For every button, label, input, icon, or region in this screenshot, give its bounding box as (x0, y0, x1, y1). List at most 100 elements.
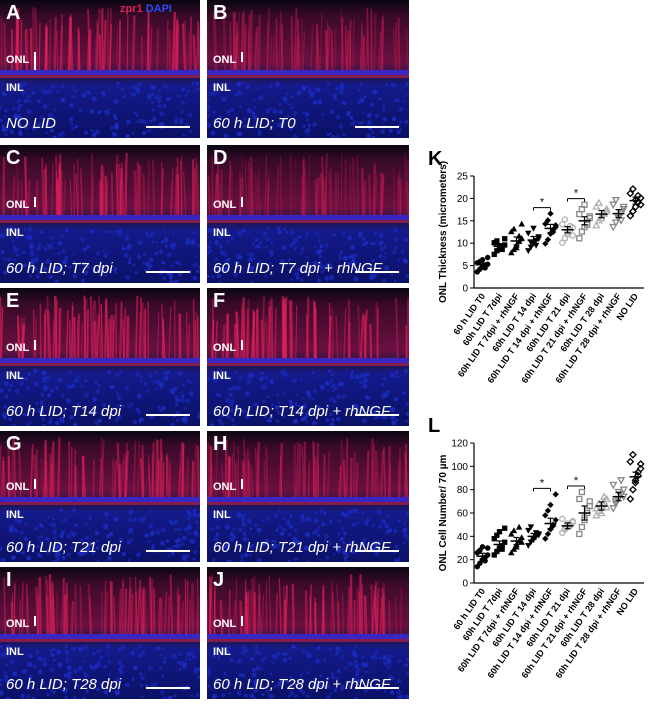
nucleus-dot (104, 110, 107, 113)
nucleus-dot (237, 659, 242, 664)
nucleus-dot (254, 107, 257, 110)
nucleus-dot (154, 252, 158, 256)
panel-caption: 60 h LID; T0 (213, 115, 296, 132)
nucleus-dot (292, 378, 297, 383)
scale-bar (355, 414, 399, 416)
nucleus-dot (162, 647, 165, 650)
nucleus-dot (99, 656, 103, 660)
nucleus-dot (312, 421, 317, 426)
nucleus-dot (396, 375, 399, 378)
photoreceptor-strand (250, 590, 251, 634)
nucleus-dot (160, 541, 165, 546)
nucleus-dot (371, 656, 375, 660)
nucleus-dot (325, 381, 330, 386)
nucleus-dot (354, 660, 357, 663)
photoreceptor-strand (292, 16, 293, 70)
nucleus-dot (300, 377, 303, 380)
nucleus-dot (296, 91, 301, 96)
nucleus-dot (228, 388, 232, 392)
photoreceptor-strand (198, 446, 199, 497)
nucleus-dot (264, 246, 267, 249)
nucleus-dot (62, 249, 66, 253)
significance-star: * (574, 475, 579, 487)
nucleus-dot (380, 247, 385, 252)
onl-thickness-bar (34, 616, 36, 626)
nucleus-dot (220, 246, 223, 249)
nucleus-dot (103, 253, 108, 258)
nucleus-dot (360, 83, 364, 87)
photoreceptor-strand (42, 158, 43, 215)
nucleus-dot (324, 534, 329, 539)
nucleus-dot (121, 246, 125, 250)
nucleus-dot (117, 396, 121, 400)
panel-letter: F (213, 290, 225, 313)
nucleus-dot (11, 239, 14, 242)
nucleus-dot (250, 373, 255, 378)
panel-letter: H (213, 433, 227, 456)
inl-label: INL (213, 227, 231, 239)
nucleus-dot (372, 131, 375, 134)
nucleus-dot (182, 536, 187, 541)
photoreceptor-strand (40, 577, 41, 634)
nucleus-dot (137, 411, 141, 415)
nucleus-dot (283, 391, 286, 394)
nucleus-dot (285, 658, 287, 660)
nucleus-dot (336, 86, 340, 90)
nucleus-dot (156, 530, 161, 535)
nucleus-dot (90, 109, 95, 114)
nucleus-dot (130, 402, 134, 406)
data-point (577, 236, 582, 241)
nucleus-dot (358, 121, 361, 124)
nucleus-dot (148, 666, 153, 671)
nucleus-dot (237, 230, 242, 235)
data-point (531, 226, 537, 232)
y-tick-label: 25 (457, 172, 469, 183)
nucleus-dot (67, 660, 70, 663)
nucleus-dot (125, 683, 130, 688)
nucleus-dot (250, 657, 254, 661)
nucleus-dot (290, 230, 295, 235)
photoreceptor-strand (194, 35, 195, 70)
nucleus-dot (175, 261, 179, 265)
photoreceptor-strand (259, 15, 260, 70)
data-point (596, 200, 602, 206)
nucleus-dot (350, 116, 354, 120)
nucleus-dot (78, 666, 82, 670)
photoreceptor-strand (296, 37, 297, 70)
data-point (480, 257, 485, 262)
nucleus-dot (337, 532, 341, 536)
nucleus-dot (379, 511, 382, 514)
nucleus-dot (175, 398, 180, 403)
photoreceptor-strand (50, 574, 51, 634)
scale-bar (146, 271, 190, 273)
onl-band (0, 358, 200, 363)
photoreceptor-strand (78, 316, 79, 358)
nucleus-dot (193, 276, 197, 280)
nucleus-dot (212, 559, 215, 562)
nucleus-dot (26, 423, 28, 425)
nucleus-dot (332, 389, 335, 392)
nucleus-dot (367, 113, 372, 118)
nucleus-dot (81, 238, 85, 242)
nucleus-dot (370, 103, 374, 107)
photoreceptor-strand (84, 296, 85, 358)
nucleus-dot (10, 384, 14, 388)
nucleus-dot (255, 238, 258, 241)
nucleus-dot (283, 228, 286, 231)
nucleus-dot (271, 241, 274, 244)
photoreceptor-strand (349, 300, 350, 358)
nucleus-dot (46, 132, 49, 135)
nucleus-dot (276, 393, 279, 396)
nucleus-dot (67, 665, 70, 668)
nucleus-dot (124, 253, 129, 258)
nucleus-dot (84, 671, 87, 674)
nucleus-dot (396, 130, 400, 134)
nucleus-dot (214, 240, 218, 244)
nucleus-dot (329, 519, 332, 522)
photoreceptor-strand (290, 300, 291, 358)
nucleus-dot (152, 241, 154, 243)
nucleus-dot (383, 392, 386, 395)
nucleus-dot (84, 392, 89, 397)
